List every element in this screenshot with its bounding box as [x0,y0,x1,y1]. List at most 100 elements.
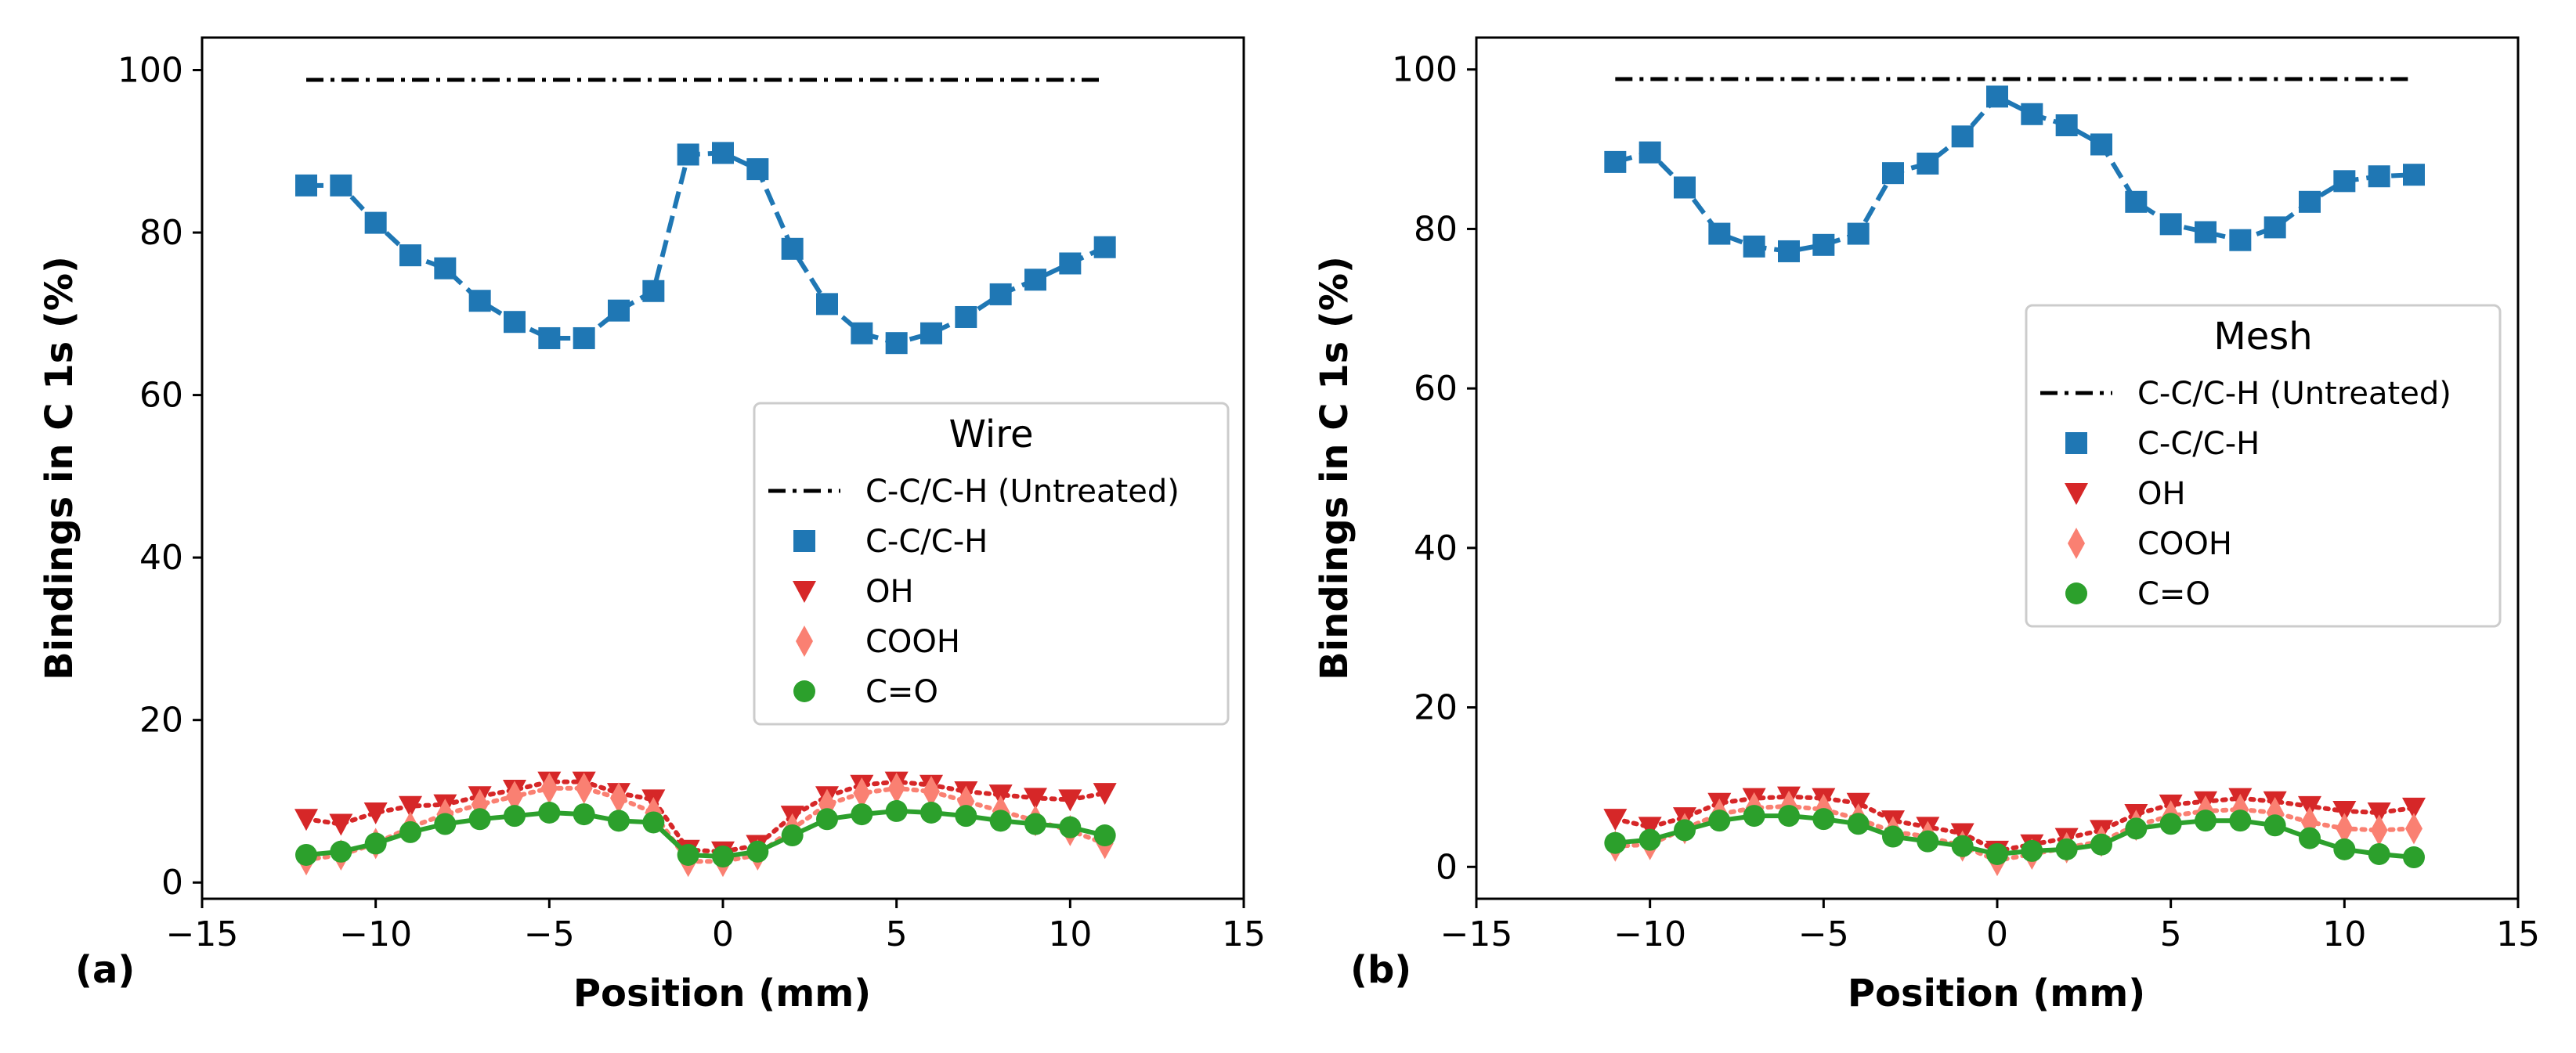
data-point [1059,816,1082,838]
data-point [2299,190,2321,213]
data-point [295,174,317,197]
x-tick-label: 5 [886,914,908,954]
y-axis-label: Bindings in C 1s (%) [1313,256,1357,680]
legend-label: C-C/C-H (Untreated) [865,474,1180,510]
data-point [1986,85,2008,108]
legend-marker [796,626,813,657]
data-point [851,322,873,344]
legend-item: OH [2065,476,2186,512]
data-point [538,326,561,349]
data-point [573,326,595,349]
data-point [2229,810,2252,832]
data-point [2367,802,2391,824]
legend-item: C-C/C-H [793,524,988,560]
data-point [853,777,871,810]
data-point [851,803,873,826]
legend-item: C=O [793,674,938,710]
data-point [2370,814,2388,846]
data-point [1024,788,1047,810]
x-tick-label: −5 [524,914,575,954]
data-point [2125,817,2148,840]
data-point [1638,141,1661,164]
data-point [2403,846,2425,869]
data-point [1093,236,1116,258]
y-tick-label: 0 [161,863,183,903]
x-tick-label: 5 [2160,914,2182,954]
data-point [330,840,352,863]
legend-label: C-C/C-H (Untreated) [2137,376,2451,412]
data-point [540,772,558,804]
data-point [1847,813,1870,835]
data-point [1638,817,1662,839]
data-point [294,809,318,831]
data-point [295,843,317,866]
data-point [1743,805,1765,828]
legend-item: COOH [2068,526,2232,562]
data-point [712,846,734,868]
data-point [1059,252,1082,275]
panel-label: (b) [1350,948,1411,992]
x-tick-label: 10 [1048,914,1092,954]
legend-item: OH [793,574,914,610]
series-c-c-c-h [1604,85,2425,262]
data-point [885,799,908,822]
data-point [2229,229,2252,251]
data-point [468,290,491,312]
data-point [885,332,908,355]
data-point [2125,190,2148,213]
data-point [2263,216,2286,239]
legend-marker [2065,432,2087,454]
x-tick-label: 10 [2322,914,2366,954]
data-point [2263,814,2286,837]
y-tick-label: 60 [139,376,183,416]
y-tick-label: 60 [1414,369,1458,409]
y-tick-label: 80 [139,213,183,253]
data-point [642,279,665,302]
legend-item: COOH [796,624,960,660]
data-point [2021,839,2043,862]
data-point [712,142,734,164]
data-point [2021,103,2043,125]
data-point [1951,125,1974,148]
data-point [920,802,942,824]
data-point [1024,269,1046,291]
data-point [363,802,388,824]
x-tick-label: 0 [712,914,734,954]
legend-item: C-C/C-H (Untreated) [2040,376,2451,412]
data-point [1674,819,1696,842]
y-tick-label: 40 [139,538,183,578]
data-point [1604,831,1627,854]
legend: Mesh C-C/C-H (Untreated) C-C/C-H OH COOH C=O [2025,304,2502,628]
data-point [573,803,595,826]
data-point [920,322,942,344]
data-point [2159,213,2182,236]
data-point [608,299,630,322]
data-point [816,808,838,831]
legend-label: C=O [865,674,938,710]
data-point [399,795,422,818]
legend: Wire C-C/C-H (Untreated) C-C/C-H OH COOH C=O [753,402,1230,726]
legend-label: C=O [2137,576,2210,612]
data-point [1778,805,1800,828]
data-point [2195,221,2217,243]
data-point [1024,813,1046,835]
data-point [955,805,977,828]
legend-label: C-C/C-H [2137,426,2260,462]
plot-area: −15 −10 −5 0 5 10 15 0 20 40 60 80 100 [1392,36,2540,954]
data-point [1882,162,1904,185]
data-point [1603,809,1628,831]
data-point [2299,827,2321,849]
x-axis-label: Position (mm) [1848,972,2145,1015]
data-point [1093,824,1116,847]
data-point [364,832,387,855]
data-point [781,824,804,847]
data-point [1951,835,1974,857]
data-point [1743,235,1765,258]
y-tick-label: 20 [139,701,183,741]
legend-label: C-C/C-H [865,524,988,560]
legend-item: C=O [2065,576,2210,612]
legend-frame [2025,304,2502,628]
data-point [1058,789,1082,812]
data-point [746,840,769,863]
